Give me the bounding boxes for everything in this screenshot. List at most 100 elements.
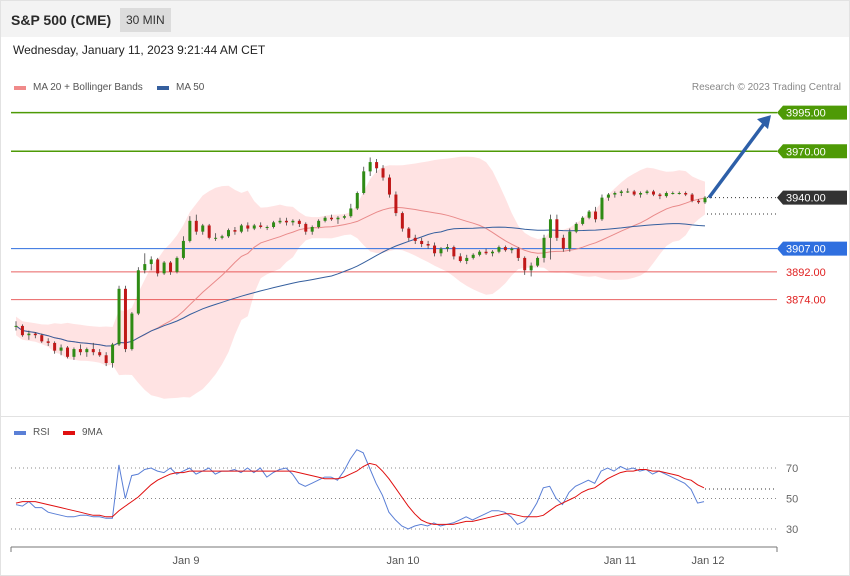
candle-body xyxy=(510,248,514,251)
candle-body xyxy=(53,342,57,351)
candle-body xyxy=(671,193,675,194)
credit-text: Research © 2023 Trading Central xyxy=(691,82,841,93)
candle-body xyxy=(387,177,391,195)
forecast-arrow xyxy=(707,120,768,199)
candle-body xyxy=(156,259,160,274)
candle-body xyxy=(619,191,623,193)
candle-body xyxy=(613,193,617,195)
candle-body xyxy=(651,191,655,195)
legend-label-rsi: RSI xyxy=(33,427,50,438)
candle-body xyxy=(72,349,76,357)
price-chart: 3995.00 3970.00 3940.00 3907.00 3892.00 3874.… xyxy=(11,105,847,399)
candle-body xyxy=(407,228,411,238)
candle-body xyxy=(14,325,18,327)
candle-body xyxy=(677,193,681,194)
legend-swatch-9ma xyxy=(63,431,75,435)
candle-body xyxy=(162,262,166,274)
candle-body xyxy=(606,194,610,198)
candle-body xyxy=(27,333,31,336)
header-bar: S&P 500 (CME) 30 MIN xyxy=(1,1,849,37)
candle-body xyxy=(181,240,185,258)
candle-body xyxy=(703,197,707,203)
rsi-level-label: 70 xyxy=(786,463,798,475)
candle-body xyxy=(368,162,372,172)
x-tick-label: Jan 9 xyxy=(173,555,200,567)
candle-body xyxy=(548,219,552,238)
candle-body xyxy=(272,222,276,227)
candle-body xyxy=(40,335,44,342)
candle-body xyxy=(201,225,205,232)
candle-body xyxy=(413,237,417,241)
forecast-arrowhead xyxy=(757,115,771,130)
candle-body xyxy=(626,191,630,193)
candle-body xyxy=(66,347,70,357)
candle-body xyxy=(658,194,662,197)
candle-body xyxy=(632,191,636,195)
datetime-label: Wednesday, January 11, 2023 9:21:44 AM C… xyxy=(13,43,266,57)
price-tag-label: 3970.00 xyxy=(786,146,826,158)
legend-label-9ma: 9MA xyxy=(82,427,103,438)
candle-body xyxy=(33,333,37,336)
candle-body xyxy=(568,231,572,249)
candle-body xyxy=(587,211,591,218)
candle-body xyxy=(46,341,50,343)
legend-label-ma50: MA 50 xyxy=(176,82,205,93)
candle-body xyxy=(149,259,153,265)
candle-body xyxy=(349,208,353,217)
candle-body xyxy=(491,251,495,254)
candle-body xyxy=(426,244,430,246)
candle-body xyxy=(284,220,288,223)
candle-body xyxy=(239,225,243,232)
candle-body xyxy=(362,171,366,193)
candle-body xyxy=(297,220,301,224)
rsi-level-label: 50 xyxy=(786,494,798,506)
candle-body xyxy=(452,247,456,257)
timeframe-badge[interactable]: 30 MIN xyxy=(120,8,171,32)
candle-body xyxy=(465,257,469,261)
candle-body xyxy=(523,257,527,271)
candle-body xyxy=(445,247,449,249)
candle-body xyxy=(175,257,179,272)
price-tag-3940.00 xyxy=(777,190,847,205)
x-tick-label: Jan 11 xyxy=(604,555,636,567)
candle-body xyxy=(516,248,520,258)
candle-body xyxy=(220,236,224,238)
price-level-label: 3874.00 xyxy=(786,295,826,307)
candle-body xyxy=(117,288,121,345)
candle-body xyxy=(478,251,482,255)
candle-body xyxy=(690,194,694,201)
candle-body xyxy=(684,193,688,195)
candle-body xyxy=(123,288,127,350)
candle-body xyxy=(375,162,379,169)
candle-body xyxy=(310,227,314,232)
candle-body xyxy=(355,193,359,209)
candle-body xyxy=(420,240,424,244)
candle-body xyxy=(484,251,488,254)
candle-body xyxy=(233,230,237,232)
candle-body xyxy=(104,355,108,363)
price-tag-3970.00 xyxy=(777,144,847,159)
price-tag-label: 3940.00 xyxy=(786,193,826,205)
candle-body xyxy=(503,247,507,251)
candle-body xyxy=(394,194,398,214)
bollinger-band xyxy=(16,156,705,399)
candle-body xyxy=(594,211,598,220)
candle-body xyxy=(252,225,256,229)
price-tag-label: 3995.00 xyxy=(786,108,826,120)
rsi-line xyxy=(15,449,705,530)
x-tick-label: Jan 12 xyxy=(691,555,724,567)
price-level-label: 3892.00 xyxy=(786,267,826,279)
candle-body xyxy=(645,191,649,193)
candle-body xyxy=(130,313,134,350)
candle-body xyxy=(342,216,346,218)
candle-body xyxy=(664,193,668,197)
candle-body xyxy=(111,344,115,363)
candle-body xyxy=(98,352,102,356)
candle-body xyxy=(536,257,540,266)
instrument-title: S&P 500 (CME) xyxy=(11,12,112,28)
panel-divider xyxy=(1,416,849,417)
rsi-9ma-line xyxy=(15,462,705,525)
price-tag-3995.00 xyxy=(777,105,847,120)
candle-body xyxy=(85,349,89,353)
